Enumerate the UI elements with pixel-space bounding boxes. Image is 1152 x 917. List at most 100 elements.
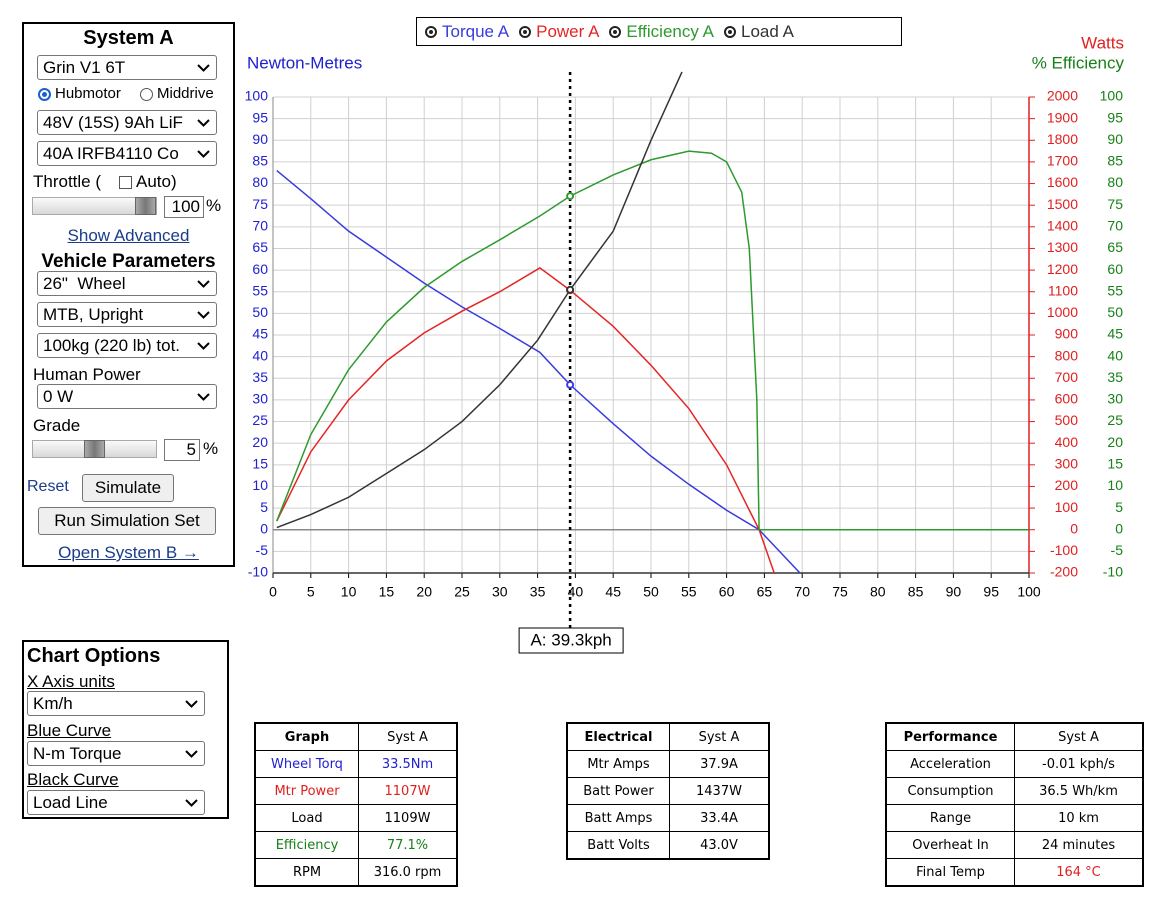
panel-title: Chart Options [27, 645, 161, 667]
select[interactable]: 0 W [37, 384, 217, 409]
cursor-point [566, 285, 575, 294]
y2-axis-label: Watts [1081, 33, 1124, 52]
y-tick-label: 5 [260, 499, 268, 515]
checkbox[interactable] [119, 176, 132, 189]
table-row: Load 1109W [254, 804, 458, 832]
select[interactable]: 100kg (220 lb) tot. [37, 333, 217, 358]
table-cell: 24 minutes [1014, 831, 1144, 859]
chart-options-panel [22, 640, 229, 819]
table-row: Mtr Power 1107W [254, 777, 458, 805]
select[interactable]: Load Line [27, 790, 205, 815]
select[interactable]: MTB, Upright [37, 302, 217, 327]
chevron [197, 150, 210, 158]
slider[interactable] [32, 197, 157, 215]
radio-label: Middrive [157, 85, 214, 102]
x-tick-label: 60 [719, 584, 735, 600]
link[interactable]: Show Advanced [67, 226, 190, 245]
table-cell: 37.9A [669, 750, 770, 778]
legend-item[interactable]: Torque A [425, 22, 509, 42]
x-tick-label: 95 [983, 584, 999, 600]
link[interactable]: Open System B → [58, 543, 199, 562]
y3-tick-label: 85 [1107, 153, 1123, 169]
curve [276, 169, 801, 574]
select[interactable]: 48V (15S) 9Ah LiF [37, 110, 217, 135]
table-cell: 33.4A [669, 804, 770, 832]
y3-tick-label: 80 [1107, 174, 1123, 190]
select[interactable]: 26" Wheel [37, 271, 217, 296]
x-tick-label: 15 [379, 584, 395, 600]
y2-tick-label: 200 [1055, 477, 1079, 493]
input[interactable]: 100 [164, 196, 204, 218]
table-header: Graph [254, 722, 359, 751]
table-cell: Final Temp [885, 858, 1015, 887]
y2-tick-label: 800 [1055, 347, 1079, 363]
y2-tick-label: -200 [1050, 564, 1078, 580]
legend-item[interactable]: Efficiency A [609, 22, 714, 42]
y3-tick-label: 55 [1107, 282, 1123, 298]
x-tick-label: 35 [530, 584, 546, 600]
chevron [197, 64, 210, 72]
y2-tick-label: 1200 [1047, 261, 1078, 277]
y3-tick-label: 35 [1107, 369, 1123, 385]
button[interactable]: Run Simulation Set [38, 507, 216, 535]
select[interactable]: N-m Torque [27, 741, 205, 766]
legend-label: Torque A [442, 21, 510, 41]
x-tick-label: 40 [568, 584, 584, 600]
legend-label: Load A [741, 21, 794, 41]
y-tick-label: 25 [252, 412, 268, 428]
x-tick-label: 75 [832, 584, 848, 600]
table-row: Batt Volts 43.0V [566, 831, 770, 860]
panel-title: System A [83, 27, 174, 49]
input[interactable]: 5 [164, 439, 200, 461]
y-tick-label: 80 [252, 174, 268, 190]
y3-tick-label: 5 [1115, 499, 1123, 515]
table-cell: Overheat In [885, 831, 1015, 859]
select[interactable]: Km/h [27, 691, 205, 716]
chevron [197, 119, 210, 127]
label: Auto) [136, 172, 177, 191]
table-cell: 1437W [669, 777, 770, 805]
table-cell: 36.5 Wh/km [1014, 777, 1144, 805]
y-tick-label: 100 [245, 88, 269, 104]
y-tick-label: 40 [252, 347, 268, 363]
table-header: Electrical [566, 722, 670, 751]
link[interactable]: Reset [27, 478, 69, 495]
select[interactable]: 40A IRFB4110 Co [37, 141, 217, 166]
y-tick-label: 30 [252, 391, 268, 407]
table-cell: 1109W [358, 804, 458, 832]
select[interactable]: Grin V1 6T [37, 55, 217, 80]
select-text: N-m Torque [33, 744, 122, 763]
x-tick-label: 65 [757, 584, 773, 600]
slider-thumb[interactable] [84, 440, 105, 458]
radio[interactable] [38, 88, 51, 101]
table-cell: Mtr Amps [566, 750, 670, 778]
y-tick-label: 70 [252, 218, 268, 234]
y2-tick-label: 1900 [1047, 109, 1078, 125]
data-table: Electrical Syst A Mtr Amps 37.9A Batt Power 1… [566, 722, 770, 860]
y3-tick-label: 100 [1100, 88, 1124, 104]
x-tick-label: 70 [794, 584, 810, 600]
legend-radio [425, 25, 437, 38]
y3-tick-label: 30 [1107, 391, 1123, 407]
radio[interactable] [140, 88, 153, 101]
button[interactable]: Simulate [82, 474, 174, 502]
legend-item[interactable]: Power A [519, 22, 599, 42]
table-cell: -0.01 kph/s [1014, 750, 1144, 778]
cursor-point [566, 380, 575, 389]
table-cell: 164 °C [1014, 858, 1144, 887]
slider-thumb[interactable] [135, 197, 156, 215]
table-row: Batt Amps 33.4A [566, 804, 770, 832]
select-text: 100kg (220 lb) tot. [43, 336, 181, 355]
label: Blue Curve [27, 721, 112, 740]
x-tick-label: 50 [643, 584, 659, 600]
label: Throttle ( [33, 172, 102, 191]
x-tick-label: 80 [870, 584, 886, 600]
y3-tick-label: 90 [1107, 131, 1123, 147]
y-tick-label: 45 [252, 326, 268, 342]
table-cell: Mtr Power [254, 777, 359, 805]
table-header: Syst A [1014, 722, 1144, 751]
legend-item[interactable]: Load A [724, 22, 794, 42]
y2-tick-label: 1000 [1047, 304, 1078, 320]
